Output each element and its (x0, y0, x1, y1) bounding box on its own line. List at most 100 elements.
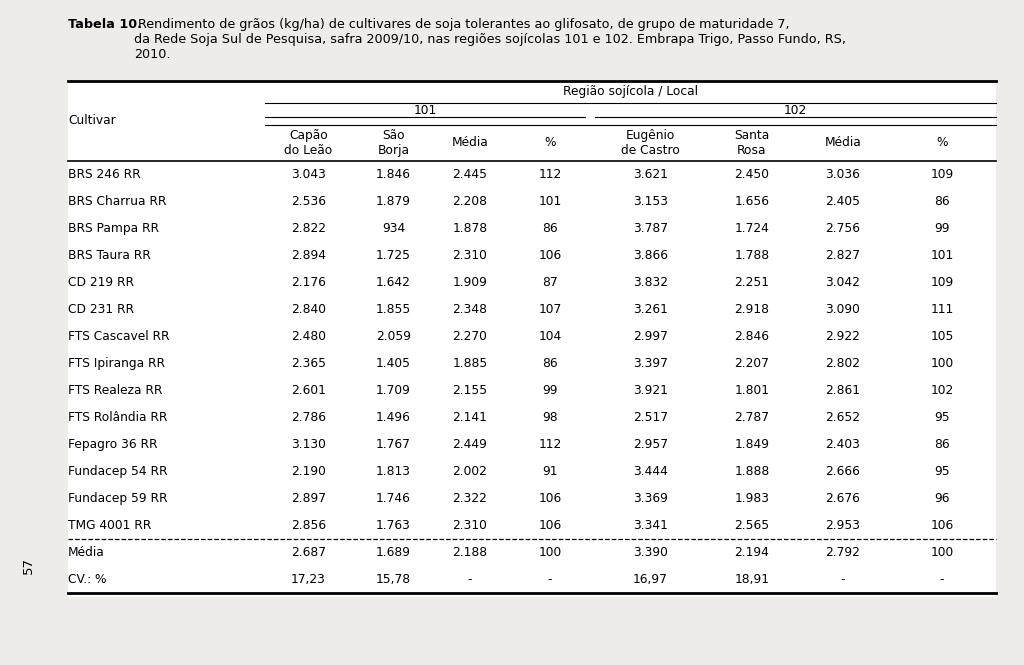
Text: 3.043: 3.043 (291, 168, 326, 181)
Text: -: - (548, 573, 552, 586)
Text: Região sojícola / Local: Região sojícola / Local (563, 86, 698, 98)
Text: 18,91: 18,91 (734, 573, 769, 586)
Text: 2.141: 2.141 (453, 411, 487, 424)
Text: 3.397: 3.397 (633, 357, 668, 370)
Text: 2.450: 2.450 (734, 168, 769, 181)
Text: FTS Ipiranga RR: FTS Ipiranga RR (68, 357, 165, 370)
Text: 2.322: 2.322 (453, 492, 487, 505)
Text: 106: 106 (539, 519, 561, 532)
Text: 3.042: 3.042 (825, 276, 860, 289)
Text: 2.918: 2.918 (734, 303, 769, 316)
Text: 2.190: 2.190 (291, 465, 326, 478)
Text: BRS 246 RR: BRS 246 RR (68, 168, 140, 181)
Text: 2.517: 2.517 (633, 411, 668, 424)
Text: Média: Média (824, 136, 861, 150)
Text: 1.746: 1.746 (376, 492, 411, 505)
Text: Capão
do Leão: Capão do Leão (285, 129, 333, 157)
Text: CV.: %: CV.: % (68, 573, 106, 586)
Text: 1.846: 1.846 (376, 168, 411, 181)
Text: 86: 86 (934, 438, 950, 451)
Text: 2.957: 2.957 (633, 438, 668, 451)
Text: 2.270: 2.270 (453, 330, 487, 343)
Text: 1.885: 1.885 (453, 357, 487, 370)
Text: 2.666: 2.666 (825, 465, 860, 478)
Text: 2.348: 2.348 (453, 303, 487, 316)
Text: 99: 99 (934, 222, 949, 235)
Text: 3.369: 3.369 (633, 492, 668, 505)
Text: BRS Charrua RR: BRS Charrua RR (68, 195, 166, 208)
Text: 2.787: 2.787 (734, 411, 769, 424)
Text: FTS Rolândia RR: FTS Rolândia RR (68, 411, 167, 424)
Text: 1.983: 1.983 (734, 492, 769, 505)
Text: 2.922: 2.922 (825, 330, 860, 343)
Text: 3.787: 3.787 (633, 222, 668, 235)
Text: 86: 86 (542, 357, 558, 370)
Text: 2.861: 2.861 (825, 384, 860, 397)
Text: 1.656: 1.656 (734, 195, 769, 208)
Text: 2.176: 2.176 (291, 276, 326, 289)
Text: -: - (468, 573, 472, 586)
Text: CD 219 RR: CD 219 RR (68, 276, 134, 289)
Text: 1.767: 1.767 (376, 438, 411, 451)
Text: 1.496: 1.496 (376, 411, 411, 424)
Text: 106: 106 (539, 249, 561, 262)
Text: -: - (940, 573, 944, 586)
Text: 1.763: 1.763 (376, 519, 411, 532)
Text: 2.827: 2.827 (825, 249, 860, 262)
Text: 95: 95 (934, 411, 950, 424)
Text: 3.621: 3.621 (633, 168, 668, 181)
Text: 2.449: 2.449 (453, 438, 487, 451)
Text: 2.601: 2.601 (291, 384, 326, 397)
Text: Fepagro 36 RR: Fepagro 36 RR (68, 438, 158, 451)
Text: 2.536: 2.536 (291, 195, 326, 208)
Text: 112: 112 (539, 168, 561, 181)
Text: 2.251: 2.251 (734, 276, 769, 289)
Text: 1.888: 1.888 (734, 465, 770, 478)
Text: Rendimento de grãos (kg/ha) de cultivares de soja tolerantes ao glifosato, de gr: Rendimento de grãos (kg/ha) de cultivare… (134, 18, 846, 61)
Text: 1.788: 1.788 (734, 249, 770, 262)
Text: 1.709: 1.709 (376, 384, 411, 397)
Text: 57: 57 (22, 557, 35, 575)
Text: Eugênio
de Castro: Eugênio de Castro (622, 129, 680, 157)
Text: 2.822: 2.822 (291, 222, 326, 235)
Text: 2.802: 2.802 (825, 357, 860, 370)
Text: 99: 99 (543, 384, 558, 397)
Text: 3.153: 3.153 (633, 195, 668, 208)
Text: 2.405: 2.405 (825, 195, 860, 208)
Text: 107: 107 (539, 303, 561, 316)
Text: BRS Pampa RR: BRS Pampa RR (68, 222, 159, 235)
Text: 2.687: 2.687 (291, 546, 326, 559)
Text: 101: 101 (931, 249, 953, 262)
Text: Média: Média (68, 546, 104, 559)
Text: 100: 100 (539, 546, 561, 559)
Text: 1.909: 1.909 (453, 276, 487, 289)
Text: -: - (841, 573, 845, 586)
Text: 1.801: 1.801 (734, 384, 769, 397)
Text: FTS Realeza RR: FTS Realeza RR (68, 384, 163, 397)
Text: 96: 96 (934, 492, 949, 505)
Text: 3.390: 3.390 (633, 546, 668, 559)
Text: Cultivar: Cultivar (68, 114, 116, 128)
Text: 112: 112 (539, 438, 561, 451)
Text: 2.840: 2.840 (291, 303, 326, 316)
Text: Fundacep 59 RR: Fundacep 59 RR (68, 492, 168, 505)
Text: Média: Média (452, 136, 488, 150)
Text: 100: 100 (931, 546, 953, 559)
Text: 2.480: 2.480 (291, 330, 326, 343)
Text: 3.090: 3.090 (825, 303, 860, 316)
Text: 3.261: 3.261 (633, 303, 668, 316)
Text: 86: 86 (934, 195, 950, 208)
Text: 100: 100 (931, 357, 953, 370)
Text: 2.846: 2.846 (734, 330, 769, 343)
Text: 3.444: 3.444 (633, 465, 668, 478)
Text: São
Borja: São Borja (378, 129, 410, 157)
Text: 2.894: 2.894 (291, 249, 326, 262)
Text: 101: 101 (539, 195, 561, 208)
Text: 95: 95 (934, 465, 950, 478)
Text: 1.879: 1.879 (376, 195, 411, 208)
Text: 1.855: 1.855 (376, 303, 411, 316)
Text: BRS Taura RR: BRS Taura RR (68, 249, 151, 262)
Text: 2.208: 2.208 (453, 195, 487, 208)
Text: 2.188: 2.188 (453, 546, 487, 559)
Text: TMG 4001 RR: TMG 4001 RR (68, 519, 152, 532)
